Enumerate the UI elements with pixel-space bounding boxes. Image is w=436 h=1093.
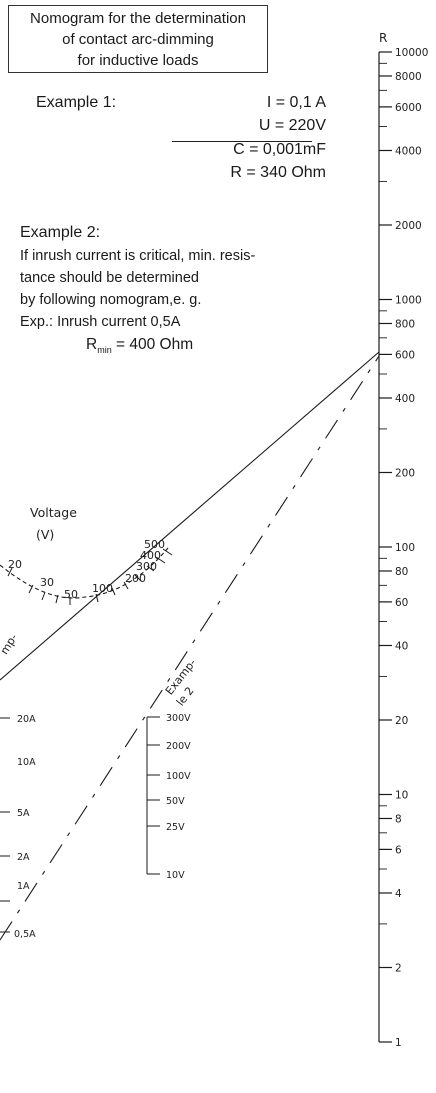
voltage-arc-30: 30 — [40, 576, 54, 589]
r-scale-label: 8000 — [395, 71, 422, 83]
r-scale-label: 60 — [395, 597, 408, 609]
r-axis-label: R — [379, 31, 387, 45]
title-line-1: Nomogram for the determination — [30, 10, 246, 27]
r-scale-label: 10000 — [395, 47, 428, 59]
example1-capacitance: C = 0,001mF — [233, 141, 326, 158]
example1-resistance: R = 340 Ohm — [230, 164, 326, 181]
example1-current: I = 0,1 A — [266, 94, 326, 111]
r-scale-label: 6000 — [395, 102, 422, 114]
current-2A: 2A — [17, 852, 30, 863]
r-scale-label: 4000 — [395, 145, 422, 157]
example1-line — [0, 351, 380, 681]
r-scale-label: 20 — [395, 715, 408, 727]
example1-voltage: U = 220V — [258, 117, 326, 134]
r-scale-label: 8 — [395, 813, 402, 825]
r-scale-label: 1000 — [395, 295, 422, 307]
voltage-25V: 25V — [166, 822, 185, 833]
current-20A: 20A — [17, 714, 36, 725]
rmin-value: = 400 Ohm — [111, 336, 194, 353]
example2-rmin: Rmin = 400 Ohm — [86, 336, 193, 355]
voltage-arc-200: 200 — [125, 572, 146, 585]
r-scale-label: 10 — [395, 790, 408, 802]
example2-line-2: tance should be determined — [20, 270, 199, 286]
example2-line — [0, 355, 380, 941]
voltage-arc-100: 100 — [92, 582, 113, 595]
current-5A: 5A — [17, 808, 30, 819]
voltage-300V: 300V — [166, 713, 191, 724]
voltage-arc-400: 400 — [140, 549, 161, 562]
example2-label: Example 2: — [20, 224, 101, 241]
voltage-200V: 200V — [166, 741, 191, 752]
voltage-arc-50: 50 — [64, 588, 78, 601]
r-scale-label: 400 — [395, 393, 415, 405]
voltage-arc-ticks — [7, 548, 173, 605]
r-scale-label: 100 — [395, 542, 415, 554]
r-scale: 10000 8000 6000 4000 2000 1000 800 600 400 200 100… — [378, 47, 428, 1049]
r-scale-label: 800 — [395, 318, 415, 330]
r-scale-label: 200 — [395, 467, 415, 479]
example1-underline — [172, 141, 312, 142]
rmin-symbol: R — [86, 336, 98, 353]
voltage-10V: 10V — [166, 870, 185, 881]
r-scale-label: 2000 — [395, 220, 422, 232]
r-scale-label: 6 — [395, 844, 402, 856]
r-scale-label: 600 — [395, 349, 415, 361]
voltage-arc-curve — [0, 547, 169, 599]
voltage-arc-20: 20 — [8, 558, 22, 571]
voltage-arc-300: 300 — [136, 560, 157, 573]
voltage-50V: 50V — [166, 796, 185, 807]
r-scale-label: 40 — [395, 640, 408, 652]
current-1A: 1A — [17, 881, 30, 892]
example2-line-4: Exp.: Inrush current 0,5A — [20, 314, 181, 330]
example1-label: Example 1: — [36, 94, 117, 111]
voltage-arc-500: 500 — [144, 538, 165, 551]
voltage-arc-title-2: (V) — [36, 527, 54, 542]
r-scale-label: 1 — [395, 1037, 402, 1049]
voltage-100V: 100V — [166, 771, 191, 782]
r-scale-label: 4 — [395, 888, 402, 900]
example2-line-1: If inrush current is critical, min. resi… — [20, 248, 256, 264]
current-10A: 10A — [17, 757, 36, 768]
title-line-2: of contact arc-dimming — [62, 31, 214, 48]
current-0-5A: 0,5A — [14, 929, 36, 940]
example2-line-3: by following nomogram,e. g. — [20, 292, 202, 308]
r-scale-label: 2 — [395, 962, 402, 974]
r-scale-label: 80 — [395, 566, 408, 578]
voltage-scale — [146, 716, 160, 875]
voltage-arc-title-1: Voltage — [30, 505, 77, 520]
example1-annotation: mp- — [0, 632, 20, 657]
current-scale-ticks — [0, 717, 10, 933]
title-line-3: for inductive loads — [77, 52, 199, 69]
title-box: Nomogram for the determination of contac… — [8, 5, 268, 73]
rmin-subscript: min — [97, 345, 112, 356]
